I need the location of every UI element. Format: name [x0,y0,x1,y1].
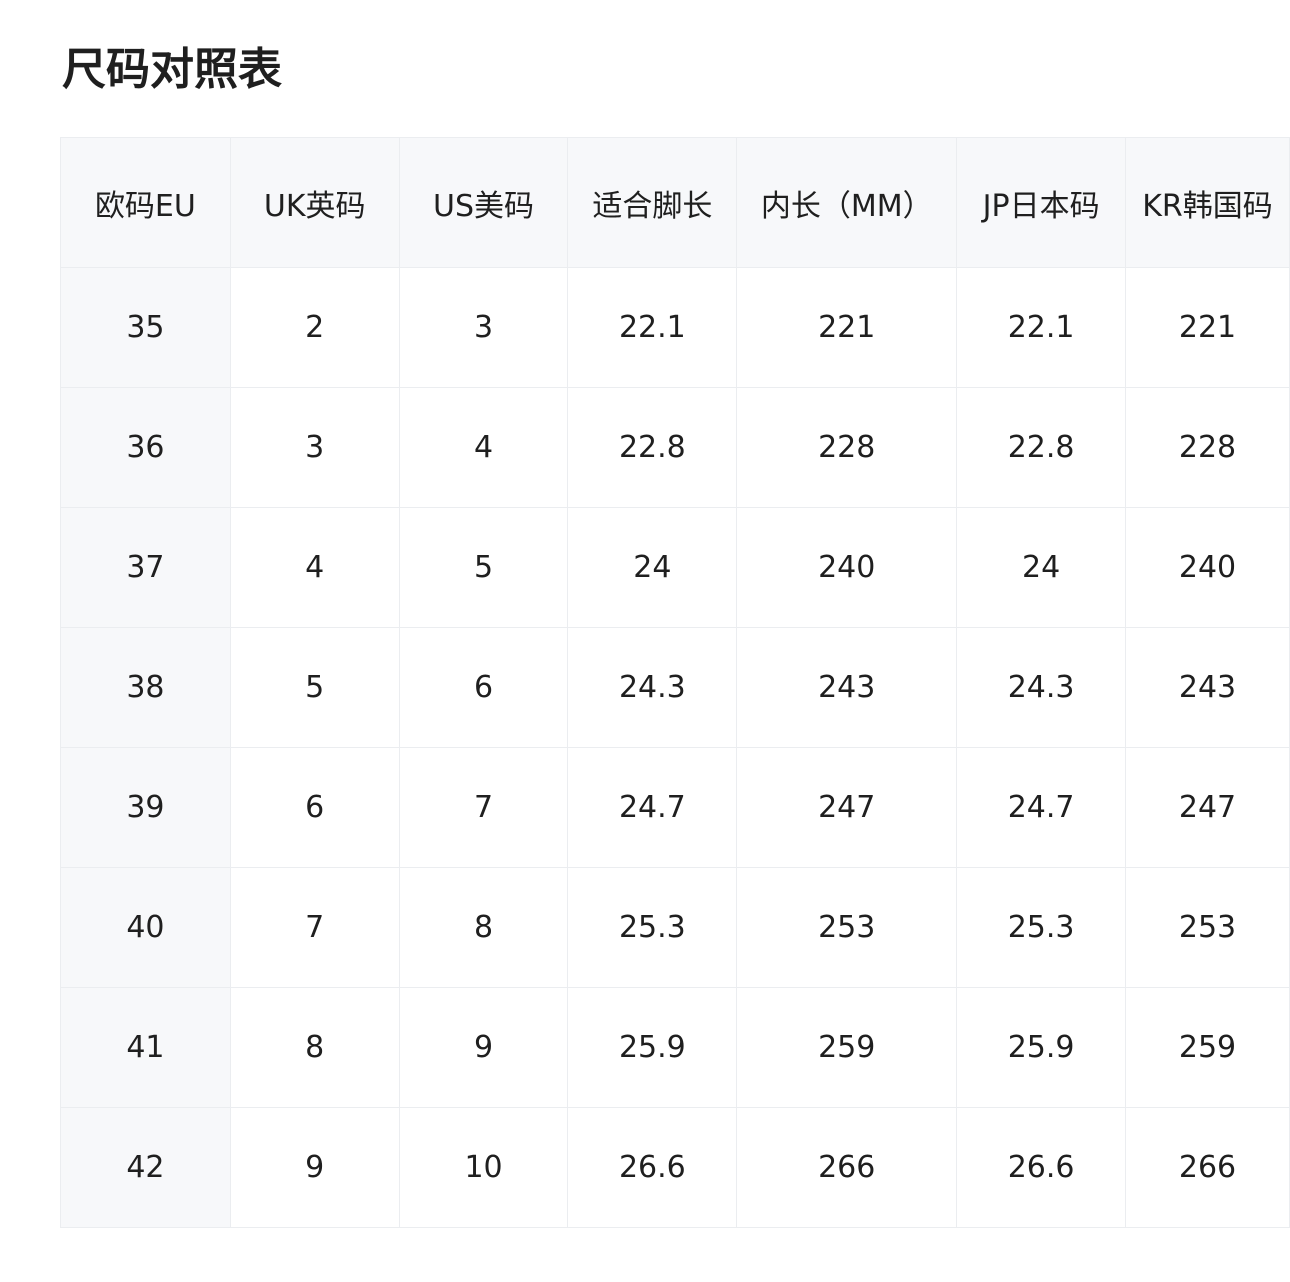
table-row: 39 6 7 24.7 247 24.7 247 [60,747,1290,868]
table-row: 35 2 3 22.1 221 22.1 221 [60,267,1290,388]
table-cell: 253 [736,867,958,988]
table-cell: 24.3 [956,627,1127,748]
table-cell: 221 [1125,267,1290,388]
table-cell: 266 [1125,1107,1290,1228]
table-cell: 243 [736,627,958,748]
column-header: KR韩国码 [1125,137,1290,268]
table-cell: 22.8 [567,387,738,508]
table-cell: 39 [60,747,231,868]
table-cell: 240 [1125,507,1290,628]
table-cell: 25.9 [567,987,738,1108]
column-header: US美码 [398,137,569,268]
table-cell: 22.1 [956,267,1127,388]
table-cell: 25.9 [956,987,1127,1108]
table-cell: 41 [60,987,231,1108]
table-cell: 38 [60,627,231,748]
table-cell: 6 [229,747,400,868]
table-cell: 10 [398,1107,569,1228]
table-cell: 6 [398,627,569,748]
table-cell: 26.6 [567,1107,738,1228]
column-header: JP日本码 [956,137,1127,268]
table-cell: 266 [736,1107,958,1228]
table-cell: 9 [229,1107,400,1228]
table-cell: 7 [229,867,400,988]
table-cell: 259 [1125,987,1290,1108]
table-cell: 24.3 [567,627,738,748]
table-cell: 8 [229,987,400,1108]
table-cell: 3 [229,387,400,508]
size-table: 欧码EU UK英码 US美码 适合脚长 内长（MM） JP日本码 KR韩国码 35 2 3 22.… [60,137,1290,1228]
table-cell: 35 [60,267,231,388]
page-title: 尺码对照表 [62,44,282,95]
table-cell: 24.7 [956,747,1127,868]
table-row: 37 4 5 24 240 24 240 [60,507,1290,628]
table-cell: 243 [1125,627,1290,748]
table-cell: 247 [1125,747,1290,868]
table-cell: 5 [398,507,569,628]
table-cell: 24 [956,507,1127,628]
table-body: 35 2 3 22.1 221 22.1 221 36 3 4 22.8 228 22.8 228 37 4 5… [60,267,1290,1228]
table-cell: 7 [398,747,569,868]
table-cell: 24 [567,507,738,628]
table-cell: 37 [60,507,231,628]
table-cell: 8 [398,867,569,988]
table-row: 38 5 6 24.3 243 24.3 243 [60,627,1290,748]
table-cell: 26.6 [956,1107,1127,1228]
column-header: UK英码 [229,137,400,268]
header-row: 欧码EU UK英码 US美码 适合脚长 内长（MM） JP日本码 KR韩国码 [60,137,1290,268]
table-cell: 253 [1125,867,1290,988]
table-cell: 22.8 [956,387,1127,508]
table-cell: 240 [736,507,958,628]
table-cell: 40 [60,867,231,988]
table-cell: 4 [398,387,569,508]
column-header: 内长（MM） [736,137,958,268]
table-cell: 36 [60,387,231,508]
table-cell: 4 [229,507,400,628]
table-cell: 42 [60,1107,231,1228]
table-cell: 25.3 [956,867,1127,988]
table-row: 40 7 8 25.3 253 25.3 253 [60,867,1290,988]
table-cell: 228 [736,387,958,508]
table-cell: 9 [398,987,569,1108]
table-cell: 25.3 [567,867,738,988]
column-header: 欧码EU [60,137,231,268]
table-row: 36 3 4 22.8 228 22.8 228 [60,387,1290,508]
table-cell: 259 [736,987,958,1108]
table-cell: 2 [229,267,400,388]
table-cell: 247 [736,747,958,868]
table-row: 41 8 9 25.9 259 25.9 259 [60,987,1290,1108]
table-cell: 3 [398,267,569,388]
table-cell: 5 [229,627,400,748]
table-cell: 24.7 [567,747,738,868]
table-cell: 22.1 [567,267,738,388]
table-cell: 228 [1125,387,1290,508]
table-cell: 221 [736,267,958,388]
column-header: 适合脚长 [567,137,738,268]
table-row: 42 9 10 26.6 266 26.6 266 [60,1107,1290,1228]
